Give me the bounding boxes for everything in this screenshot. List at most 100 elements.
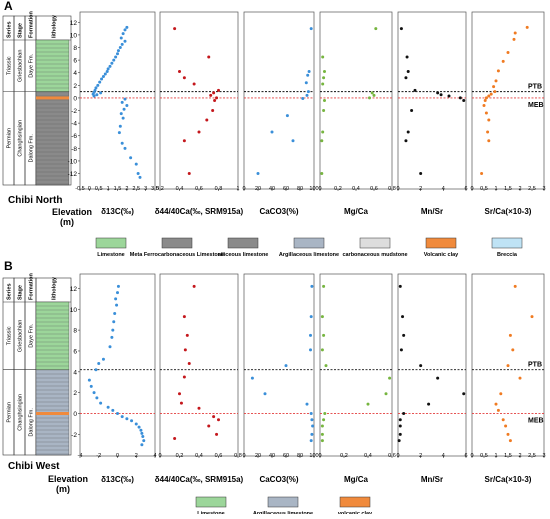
data-point <box>123 28 127 32</box>
data-point <box>404 139 408 143</box>
y-tick-label: 2 <box>73 390 77 397</box>
data-point <box>494 402 498 406</box>
legend-swatch <box>267 496 299 508</box>
x-tick-label: 0.2 <box>156 186 164 192</box>
panel-b: B Series Stage Formation lithology Triassic P… <box>2 259 546 517</box>
data-point <box>100 77 104 81</box>
legend-label: Meta Ferrocarbonaceous Limestone <box>130 252 224 258</box>
data-point <box>305 402 309 406</box>
data-point <box>114 55 118 59</box>
data-point <box>87 378 91 382</box>
lithology-lower <box>35 91 70 186</box>
data-point <box>106 405 110 409</box>
data-point <box>501 59 505 63</box>
data-point <box>462 392 466 396</box>
data-point <box>121 116 125 120</box>
x-tick-label: 40 <box>269 186 275 192</box>
data-point <box>105 69 109 73</box>
data-point <box>108 64 112 68</box>
x-tick-label: 1 <box>494 453 497 459</box>
data-point <box>404 76 408 80</box>
data-point <box>116 284 120 288</box>
data-point <box>398 432 402 436</box>
x-tick-label: 0.6 <box>388 453 396 459</box>
x-axis-label: CaCO3(%) <box>259 475 298 484</box>
ptb-label: PTB <box>528 362 542 369</box>
legend-swatch <box>195 496 227 508</box>
x-tick-label: 0.5 <box>480 453 488 459</box>
data-point <box>397 439 401 443</box>
data-point <box>95 93 99 97</box>
x-tick-label: 2.5 <box>132 186 140 192</box>
x-axis-label: δ44/40Ca(‰, SRM915a) <box>155 207 244 216</box>
x-tick-label: 100 <box>309 186 318 192</box>
x-tick-label: 2 <box>518 453 521 459</box>
data-point <box>398 424 402 428</box>
plot-frame <box>79 273 156 457</box>
data-point <box>123 97 127 101</box>
legend-label: Breccia <box>497 252 518 258</box>
data-point <box>136 172 140 176</box>
y-tick-label: 0 <box>73 411 77 418</box>
x-tick-label: 0.6 <box>215 453 223 459</box>
data-point <box>496 408 500 412</box>
data-point <box>217 88 220 92</box>
data-point <box>306 90 310 94</box>
data-point <box>480 172 484 176</box>
data-point <box>116 412 119 416</box>
data-point <box>321 82 325 86</box>
data-point <box>173 437 177 441</box>
x-tick-label: 0.2 <box>334 186 342 192</box>
x-tick-label: 0 <box>470 186 473 192</box>
data-point <box>99 91 103 95</box>
x-tick-label: 0.6 <box>195 186 203 192</box>
data-point <box>120 42 124 46</box>
data-point <box>419 172 423 176</box>
lithology-legend: Limestone Argillaceous limestone volcanic … <box>195 496 373 517</box>
data-point <box>413 88 417 92</box>
data-point <box>374 27 378 31</box>
data-point <box>92 94 96 98</box>
x-tick-label: -0.5 <box>75 186 84 192</box>
data-point <box>99 401 103 405</box>
data-point <box>436 376 440 380</box>
x-axis-label: Mg/Ca <box>344 475 369 484</box>
legend-swatch <box>359 237 391 249</box>
data-point <box>321 130 325 134</box>
data-point <box>129 156 133 160</box>
data-point <box>112 320 116 324</box>
x-tick-label: 1.5 <box>504 453 512 459</box>
data-point <box>506 364 510 368</box>
data-point <box>419 364 423 368</box>
legend-swatch <box>161 237 193 249</box>
data-point <box>499 392 503 396</box>
data-point <box>398 284 402 288</box>
y-tick-label: -10 <box>68 158 78 165</box>
data-point <box>212 91 216 95</box>
data-point <box>94 86 98 90</box>
subplot-4: 0 0.2 0.4 0.6 0.8 Mg/Ca <box>318 11 396 216</box>
y-tick-label: 12 <box>70 286 78 293</box>
x-tick-label: 4 <box>442 186 445 192</box>
x-axis-label: Sr/Ca(×10-3) <box>485 475 532 484</box>
x-tick-label: 80 <box>297 186 303 192</box>
data-point <box>512 37 516 41</box>
y-tick-label: -8 <box>71 146 77 153</box>
y-tick-label: -2 <box>71 432 77 439</box>
data-point <box>120 141 124 145</box>
x-tick-label: 3 <box>144 186 147 192</box>
data-point <box>270 130 274 134</box>
data-point <box>173 27 177 31</box>
data-point <box>368 96 371 100</box>
plot-frame <box>159 273 239 457</box>
data-point <box>118 46 122 50</box>
data-point <box>106 67 110 71</box>
x-tick-label: 20 <box>255 453 261 459</box>
data-point <box>530 315 534 319</box>
strat-unit-label: Changhsingian <box>18 120 24 157</box>
data-point <box>398 418 402 422</box>
x-tick-label: 2 <box>419 453 422 459</box>
strat-unit-label: Permian <box>7 402 13 422</box>
data-point <box>116 52 119 56</box>
